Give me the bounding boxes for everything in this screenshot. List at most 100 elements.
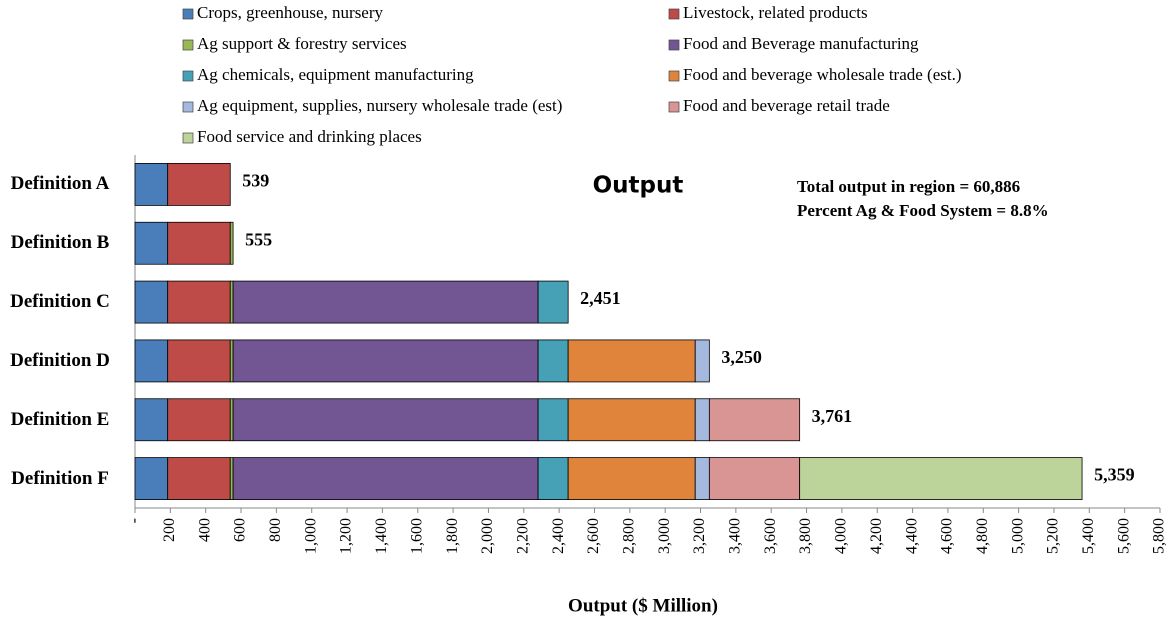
bar-segment <box>567 457 696 500</box>
category-label: Definition D <box>10 349 110 371</box>
bar-segment <box>694 398 710 442</box>
x-tick-label: 1,600 <box>408 518 425 554</box>
chart-title: Output <box>593 173 684 199</box>
x-tick-label: 5,400 <box>1080 518 1097 554</box>
legend-swatch <box>182 70 194 82</box>
x-tick-label: 1,400 <box>373 518 390 554</box>
x-tick-label: 2,600 <box>585 518 602 554</box>
x-tick-label: 2,200 <box>514 518 531 554</box>
x-tick-label: 4,800 <box>974 518 991 554</box>
bar-segment <box>134 221 169 265</box>
bar-segment <box>567 339 696 383</box>
bar-segment <box>232 398 539 442</box>
x-tick-label: 2,000 <box>479 518 496 554</box>
category-label: Definition B <box>10 232 110 254</box>
bar-segment <box>134 398 169 442</box>
annotation: Percent Ag & Food System = 8.8% <box>797 201 1049 220</box>
x-tick-label: 600 <box>232 518 249 542</box>
x-tick-label: 200 <box>161 518 178 542</box>
x-tick-label: - <box>126 518 143 523</box>
x-tick-label: 400 <box>196 518 213 542</box>
x-tick-label: 3,400 <box>727 518 744 554</box>
x-tick-label: 5,600 <box>1115 518 1132 554</box>
legend-swatch <box>182 8 194 20</box>
legend-label: Crops, greenhouse, nursery <box>197 3 384 22</box>
x-tick-label: 1,800 <box>444 518 461 554</box>
x-tick-label: 3,600 <box>762 518 779 554</box>
x-tick-label: 1,000 <box>302 518 319 554</box>
bar-segment <box>708 457 801 500</box>
category-label: Definition A <box>10 173 110 195</box>
bar-segment <box>167 339 231 383</box>
legend-label: Food and beverage retail trade <box>683 96 890 115</box>
legend-swatch <box>668 39 680 51</box>
x-tick-label: 2,800 <box>620 518 637 554</box>
bar-segment <box>229 221 234 265</box>
bar-segment <box>134 457 169 500</box>
x-tick-label: 1,200 <box>338 518 355 554</box>
legend-label: Ag support & forestry services <box>197 34 407 53</box>
x-tick-label: 5,000 <box>1009 518 1026 554</box>
total-label: 555 <box>245 229 272 249</box>
total-label: 539 <box>242 171 269 191</box>
bar-segment <box>232 280 539 324</box>
x-tick-label: 3,200 <box>691 518 708 554</box>
bar-segment <box>167 457 231 500</box>
x-tick-label: 2,400 <box>550 518 567 554</box>
legend-label: Food and beverage wholesale trade (est.) <box>683 65 962 84</box>
bar-segment <box>232 457 539 500</box>
bar-segment <box>167 398 231 442</box>
bar-segment <box>134 163 169 206</box>
legend-swatch <box>182 101 194 113</box>
x-tick-label: 4,400 <box>903 518 920 554</box>
bar-segment <box>229 339 234 383</box>
total-label: 3,250 <box>721 347 762 367</box>
bar-segment <box>167 280 231 324</box>
bar-segment <box>694 457 710 500</box>
total-label: 3,761 <box>812 406 853 426</box>
category-label: Definition E <box>10 408 110 430</box>
annotation: Total output in region = 60,886 <box>797 177 1020 196</box>
bar-segment <box>567 398 696 442</box>
bar-segment <box>134 339 169 383</box>
bar-segment <box>537 398 569 442</box>
bar-segment <box>229 398 234 442</box>
x-tick-label: 800 <box>267 518 284 542</box>
legend-swatch <box>182 132 194 144</box>
bar-segment <box>167 221 231 265</box>
bar-segment <box>799 457 1083 500</box>
bar-segment <box>708 398 801 442</box>
legend-label: Ag chemicals, equipment manufacturing <box>197 65 474 84</box>
bar-segment <box>694 339 710 383</box>
x-tick-label: 4,000 <box>833 518 850 554</box>
total-label: 5,359 <box>1094 465 1135 485</box>
x-tick-label: 5,200 <box>1045 518 1062 554</box>
bar-segment <box>134 280 169 324</box>
bar-segment <box>229 280 234 324</box>
legend-label: Food and Beverage manufacturing <box>683 34 919 53</box>
x-axis-label: Output ($ Million) <box>568 595 718 616</box>
bar-segment <box>229 457 234 500</box>
legend-label: Food service and drinking places <box>197 127 422 146</box>
bar-segment <box>537 280 569 324</box>
legend-label: Ag equipment, supplies, nursery wholesal… <box>197 96 562 115</box>
legend-swatch <box>668 8 680 20</box>
bar-segment <box>167 163 231 206</box>
x-tick-label: 5,800 <box>1151 518 1168 554</box>
legend-swatch <box>668 70 680 82</box>
legend-swatch <box>668 101 680 113</box>
x-tick-label: 4,200 <box>868 518 885 554</box>
category-label: Definition C <box>10 291 110 313</box>
x-tick-label: 3,000 <box>656 518 673 554</box>
legend-label: Livestock, related products <box>683 3 868 22</box>
bar-segment <box>537 457 569 500</box>
bar-segment <box>232 339 539 383</box>
category-label: Definition F <box>11 467 109 489</box>
x-tick-label: 4,600 <box>939 518 956 554</box>
legend-swatch <box>182 39 194 51</box>
bar-segment <box>537 339 569 383</box>
x-tick-label: 3,800 <box>797 518 814 554</box>
total-label: 2,451 <box>580 288 621 308</box>
